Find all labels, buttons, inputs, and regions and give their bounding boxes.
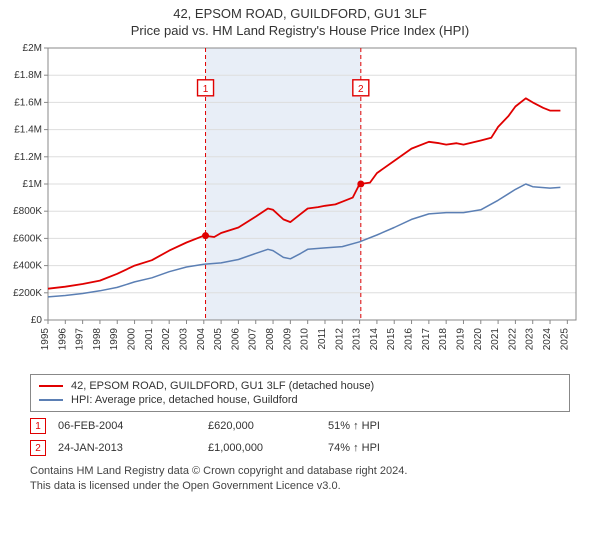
svg-text:£1M: £1M: [23, 179, 42, 190]
legend-row-2: HPI: Average price, detached house, Guil…: [39, 393, 561, 407]
svg-text:2008: 2008: [265, 328, 276, 351]
svg-text:2006: 2006: [230, 328, 241, 351]
svg-text:1: 1: [203, 84, 209, 95]
svg-text:2004: 2004: [196, 328, 207, 351]
sale-marker: 1: [30, 418, 46, 434]
svg-text:2023: 2023: [525, 328, 536, 351]
svg-text:£1.8M: £1.8M: [14, 70, 42, 81]
svg-text:2003: 2003: [178, 328, 189, 351]
chart-titles: 42, EPSOM ROAD, GUILDFORD, GU1 3LF Price…: [0, 0, 600, 38]
sale-pct: 74% ↑ HPI: [328, 442, 448, 454]
svg-text:2002: 2002: [161, 328, 172, 351]
svg-text:1996: 1996: [57, 328, 68, 351]
price-chart-page: { "title_main": "42, EPSOM ROAD, GUILDFO…: [0, 0, 600, 494]
svg-text:2012: 2012: [334, 328, 345, 351]
svg-text:2018: 2018: [438, 328, 449, 351]
svg-text:1998: 1998: [92, 328, 103, 351]
svg-text:£1.6M: £1.6M: [14, 97, 42, 108]
svg-text:£0: £0: [31, 315, 43, 326]
svg-text:2016: 2016: [404, 328, 415, 351]
svg-text:1997: 1997: [75, 328, 86, 351]
svg-text:2007: 2007: [248, 328, 259, 351]
svg-text:£800K: £800K: [13, 206, 42, 217]
sale-row: 2 24-JAN-2013£1,000,00074% ↑ HPI: [30, 440, 570, 456]
sale-date: 06-FEB-2004: [58, 420, 208, 432]
attribution: Contains HM Land Registry data © Crown c…: [30, 464, 570, 494]
svg-text:£1.2M: £1.2M: [14, 152, 42, 163]
title-main: 42, EPSOM ROAD, GUILDFORD, GU1 3LF: [0, 6, 600, 21]
svg-text:2024: 2024: [542, 328, 553, 351]
svg-text:2009: 2009: [282, 328, 293, 351]
legend-label-1: 42, EPSOM ROAD, GUILDFORD, GU1 3LF (deta…: [71, 380, 374, 392]
sale-price: £620,000: [208, 420, 328, 432]
svg-text:2025: 2025: [559, 328, 570, 351]
svg-text:2013: 2013: [352, 328, 363, 351]
svg-text:2020: 2020: [473, 328, 484, 351]
sale-marker: 2: [30, 440, 46, 456]
svg-text:2010: 2010: [300, 328, 311, 351]
svg-text:£600K: £600K: [13, 233, 42, 244]
legend-swatch-2: [39, 399, 63, 401]
title-sub: Price paid vs. HM Land Registry's House …: [0, 23, 600, 38]
svg-text:2021: 2021: [490, 328, 501, 351]
sale-date: 24-JAN-2013: [58, 442, 208, 454]
svg-text:£1.4M: £1.4M: [14, 125, 42, 136]
svg-text:2015: 2015: [386, 328, 397, 351]
svg-text:£200K: £200K: [13, 288, 42, 299]
sale-row: 1 06-FEB-2004£620,00051% ↑ HPI: [30, 418, 570, 434]
svg-text:2: 2: [358, 84, 364, 95]
price-chart: £0 £200K £400K £600K £800K £1M £1.2M £1.4M £1.6M…: [0, 38, 600, 368]
svg-text:£400K: £400K: [13, 261, 42, 272]
sale-price: £1,000,000: [208, 442, 328, 454]
sale-pct: 51% ↑ HPI: [328, 420, 448, 432]
svg-text:2005: 2005: [213, 328, 224, 351]
svg-text:2017: 2017: [421, 328, 432, 351]
legend-label-2: HPI: Average price, detached house, Guil…: [71, 394, 298, 406]
legend-swatch-1: [39, 385, 63, 387]
svg-text:£2M: £2M: [23, 43, 42, 54]
svg-text:2011: 2011: [317, 328, 328, 350]
svg-text:2019: 2019: [455, 328, 466, 351]
svg-text:1995: 1995: [40, 328, 51, 351]
svg-text:2001: 2001: [144, 328, 155, 351]
legend-row-1: 42, EPSOM ROAD, GUILDFORD, GU1 3LF (deta…: [39, 379, 561, 393]
sales-table: 1 06-FEB-2004£620,00051% ↑ HPI 2 24-JAN-201…: [0, 418, 600, 456]
svg-text:2014: 2014: [369, 328, 380, 351]
svg-text:2000: 2000: [127, 328, 138, 351]
legend: 42, EPSOM ROAD, GUILDFORD, GU1 3LF (deta…: [30, 374, 570, 412]
attribution-line-1: Contains HM Land Registry data © Crown c…: [30, 464, 570, 479]
svg-text:1999: 1999: [109, 328, 120, 351]
attribution-line-2: This data is licensed under the Open Gov…: [30, 479, 570, 494]
svg-text:2022: 2022: [507, 328, 518, 351]
